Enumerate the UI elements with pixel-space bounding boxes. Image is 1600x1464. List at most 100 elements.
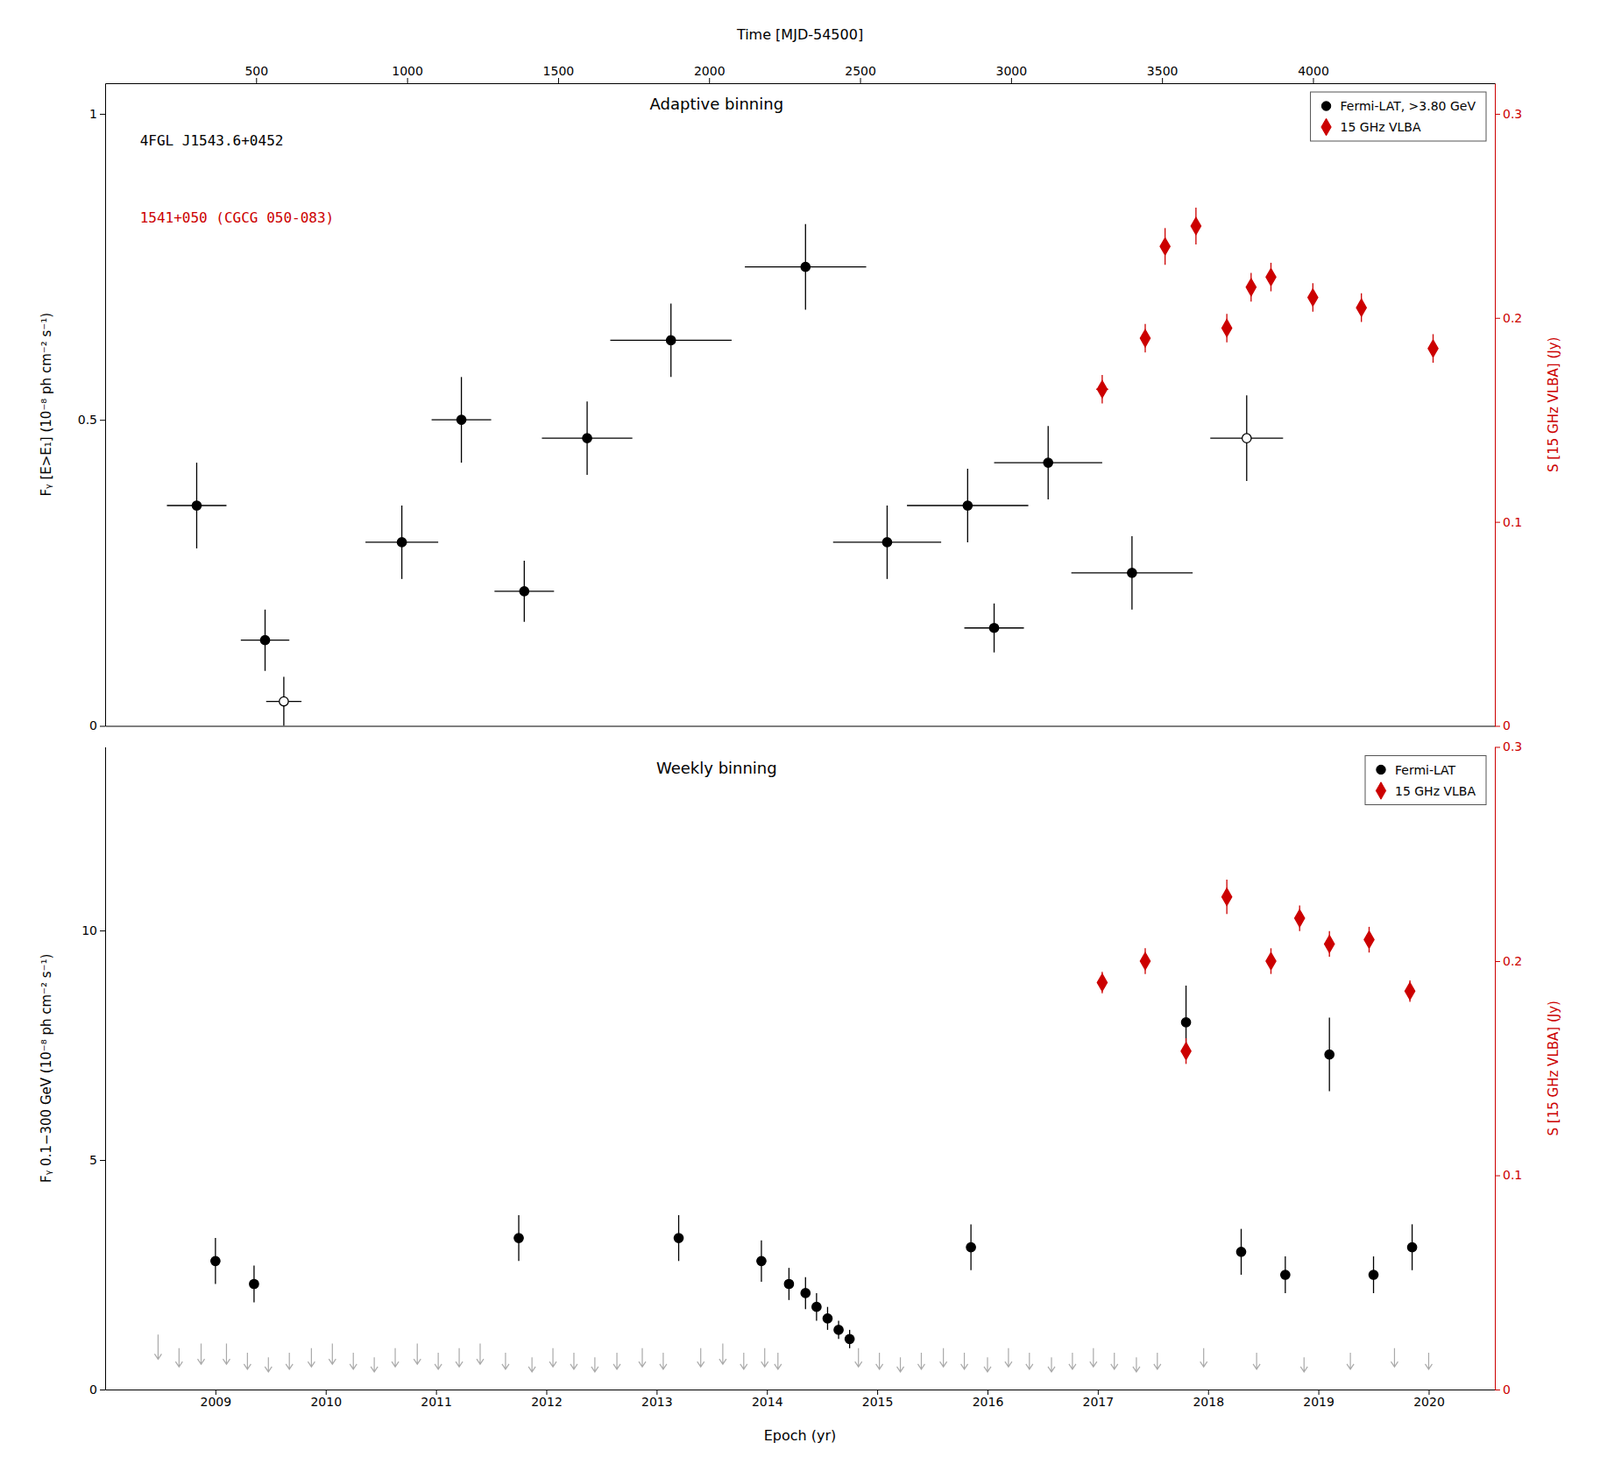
tick-label: 0 — [1502, 1382, 1511, 1397]
tick-label: 0.2 — [1502, 311, 1523, 326]
tick-mark — [1494, 522, 1501, 524]
point — [1221, 888, 1232, 907]
upper-limit-arrow — [697, 1348, 705, 1367]
upper-limit-arrow — [285, 1352, 293, 1370]
tick: 2500 — [844, 63, 877, 84]
y-axis-title: Fᵧ 0.1−300 GeV (10⁻⁸ ph cm⁻² s⁻¹) — [38, 954, 55, 1183]
y2-axis-line — [1494, 84, 1496, 728]
tick: 0 — [1494, 718, 1511, 733]
upper-limit-arrow — [502, 1352, 510, 1370]
y2-axis-line — [1494, 747, 1496, 1391]
annotation: 4FGL J1543.6+0452 — [140, 132, 284, 149]
point — [666, 335, 676, 345]
tick-label: 0.2 — [1502, 954, 1523, 969]
upper-limit-arrow — [476, 1344, 484, 1366]
tick: 1000 — [391, 63, 424, 84]
upper-limit-arrow — [154, 1334, 162, 1360]
point — [1356, 298, 1367, 317]
legend-label: Fermi-LAT, >3.80 GeV — [1340, 99, 1477, 114]
tick-label: 2016 — [972, 1394, 1005, 1409]
legend-label: Fermi-LAT — [1394, 763, 1457, 778]
point — [1221, 319, 1232, 338]
tick-label: 2013 — [641, 1394, 673, 1409]
legend-symbol — [1321, 118, 1331, 136]
chart-svg: 00.5100.10.20.35001000150020002500300035… — [0, 0, 1600, 1464]
point — [456, 415, 466, 425]
y2-axis-title: S [15 GHz VLBA] (Jy) — [1545, 1000, 1562, 1136]
tick-mark — [1494, 961, 1501, 963]
upper-limit-arrow — [1069, 1352, 1077, 1370]
tick-label: 4000 — [1297, 63, 1330, 78]
point — [1139, 952, 1150, 970]
point — [1404, 982, 1415, 1000]
tick: 2013 — [641, 1389, 673, 1409]
upper-limit-arrow — [1346, 1352, 1354, 1370]
upper-limit-arrow — [940, 1348, 948, 1367]
x-axis-line — [106, 726, 1496, 728]
marks — [166, 207, 1438, 726]
tick: 2000 — [693, 63, 726, 84]
upper-limit-arrow — [391, 1348, 399, 1367]
point — [1181, 1018, 1190, 1027]
point — [1246, 278, 1256, 297]
panel: 2009201020112012201320142015201620172018… — [38, 739, 1562, 1445]
tick-mark — [1494, 726, 1501, 728]
tick: 0.1 — [1494, 1168, 1523, 1183]
x-axis: 2009201020112012201320142015201620172018… — [106, 1389, 1496, 1409]
upper-limit-arrow — [1005, 1348, 1013, 1367]
tick-label: 0.5 — [77, 412, 98, 427]
point — [1295, 909, 1305, 928]
upper-limit-arrow — [897, 1357, 905, 1373]
tick-mark — [407, 77, 409, 84]
point — [396, 538, 406, 547]
upper-limit-arrow — [307, 1348, 315, 1367]
tick-label: 0.3 — [1502, 739, 1523, 754]
y-axis: 0510 — [81, 747, 106, 1397]
point — [249, 1279, 259, 1289]
tick-mark — [99, 113, 106, 115]
tick-label: 0.3 — [1502, 106, 1523, 121]
point — [1308, 289, 1318, 307]
tick-label: 3500 — [1146, 63, 1179, 78]
tick: 0.3 — [1494, 739, 1523, 754]
upper-limit-arrow — [740, 1352, 748, 1370]
title: Weekly binning — [656, 758, 778, 778]
series — [154, 1334, 1432, 1373]
point — [834, 1325, 843, 1335]
upper-limit-arrow — [570, 1352, 578, 1370]
tick-mark — [1161, 77, 1163, 84]
tick-mark — [99, 930, 106, 932]
upper-limit-arrow — [434, 1352, 442, 1370]
tick: 2010 — [310, 1389, 342, 1409]
tick: 4000 — [1297, 63, 1330, 84]
tick-label: 2011 — [420, 1394, 453, 1409]
x2-axis-title: Time [MJD-54500] — [736, 26, 864, 43]
y2-axis: 0 0.1 0.2 0.3 — [1494, 739, 1523, 1397]
y-axis-title: Fᵧ [E>E₁] (10⁻⁸ ph cm⁻² s⁻¹) — [38, 312, 55, 497]
tick: 500 — [244, 63, 269, 84]
y2-axis-title: S [15 GHz VLBA] (Jy) — [1545, 337, 1562, 473]
tick-mark — [99, 1389, 106, 1391]
x2-axis-line — [106, 83, 1496, 85]
marks — [154, 879, 1432, 1373]
x-axis-line — [106, 1389, 1496, 1391]
upper-limit-arrow — [659, 1352, 667, 1370]
tick: 0.5 — [77, 412, 106, 427]
tick-mark — [708, 77, 710, 84]
upper-limit-arrow — [1153, 1352, 1162, 1370]
tick-mark — [1494, 318, 1501, 319]
tick-label: 2500 — [844, 63, 877, 78]
x-axis-title: Epoch (yr) — [764, 1427, 837, 1445]
y2-axis: 00.10.20.3 — [1494, 84, 1523, 734]
tick: 3500 — [1146, 63, 1179, 84]
upper-limit-arrow — [1090, 1348, 1098, 1367]
upper-limit-arrow — [1424, 1352, 1432, 1370]
tick: 2019 — [1302, 1389, 1335, 1409]
legend-label: 15 GHz VLBA — [1340, 120, 1422, 135]
upper-limit-arrow — [1132, 1357, 1140, 1373]
upper-limit-arrow — [1253, 1352, 1261, 1370]
point — [582, 433, 592, 443]
point — [812, 1302, 822, 1311]
upper-limit-arrow — [984, 1357, 992, 1373]
tick-mark — [558, 77, 560, 84]
